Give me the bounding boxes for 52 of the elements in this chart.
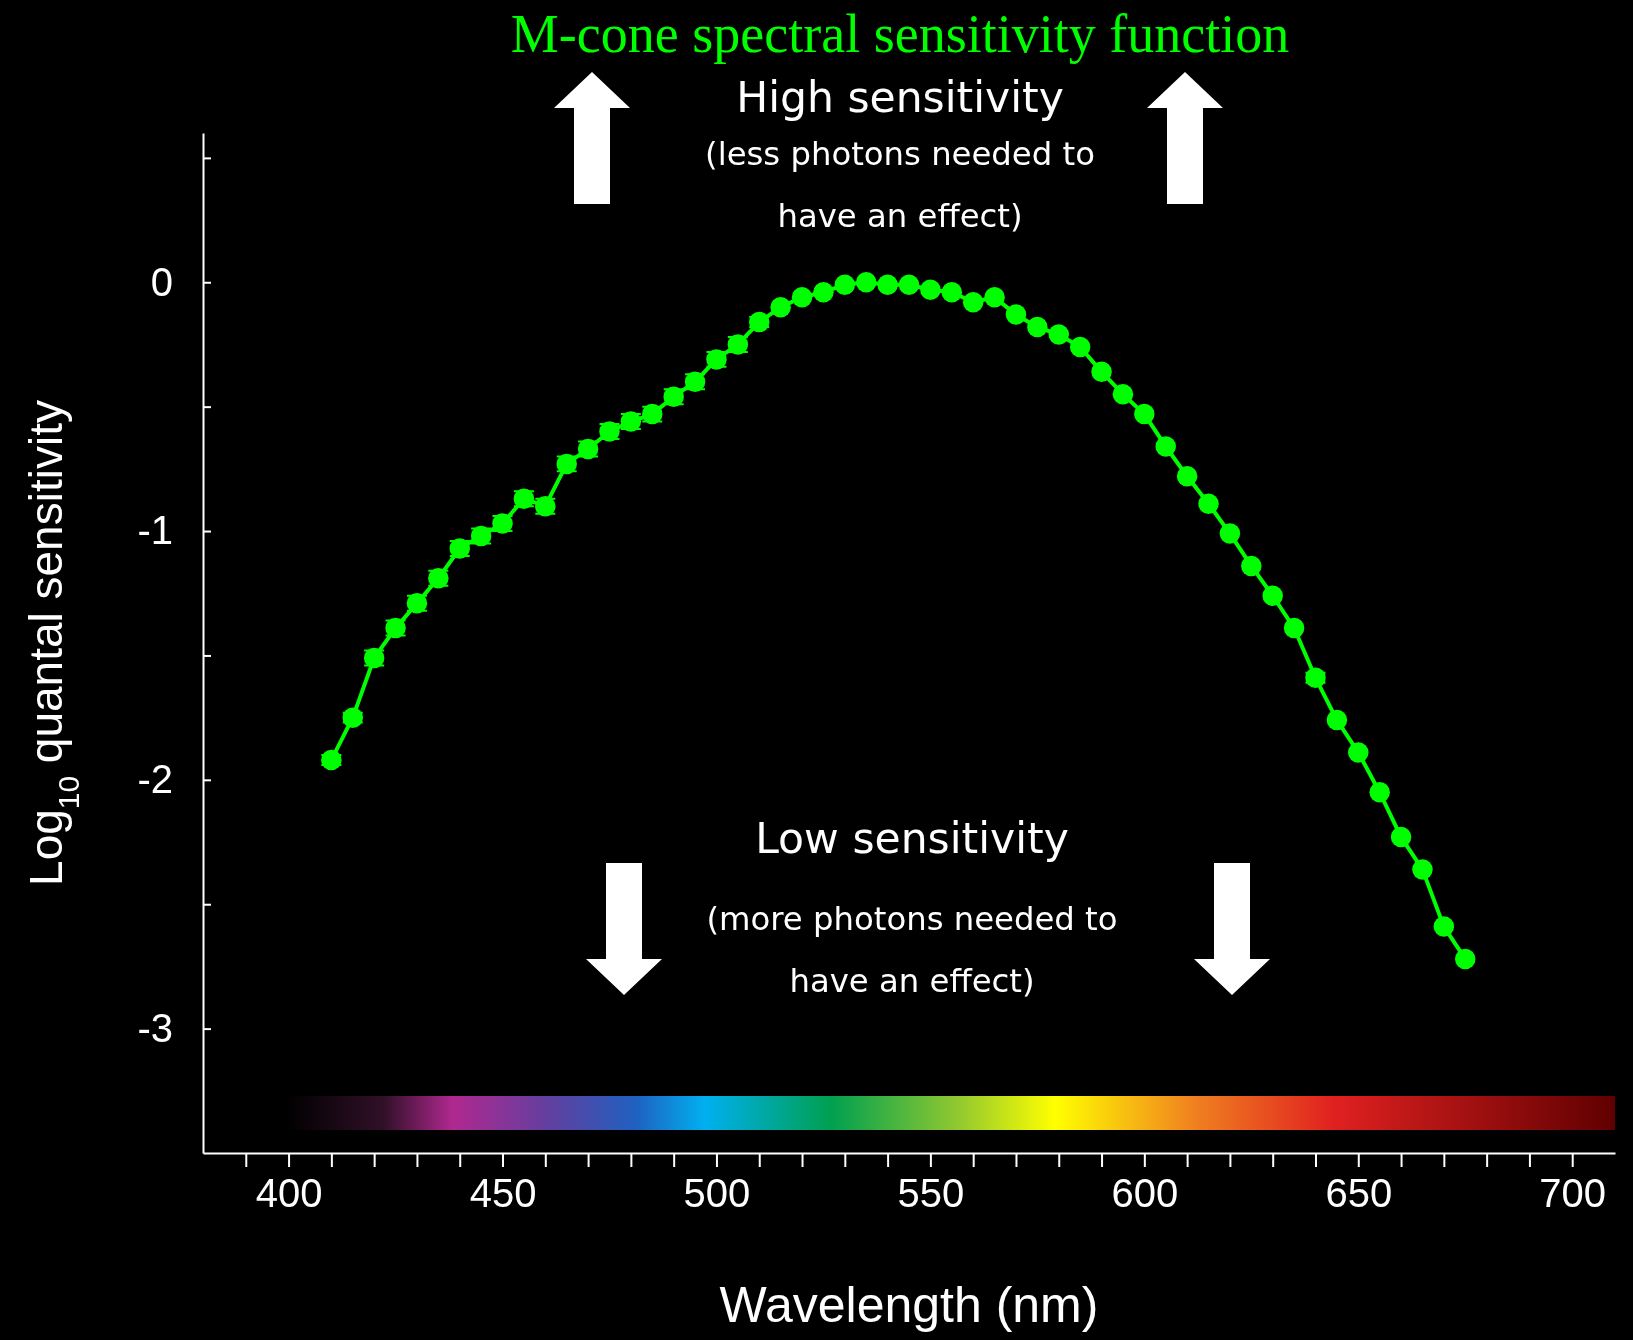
point xyxy=(1048,324,1070,345)
point xyxy=(1262,585,1283,606)
point xyxy=(1198,493,1219,514)
text: High sensitivity xyxy=(736,73,1064,122)
point xyxy=(877,274,898,295)
annotation: Low sensitivity xyxy=(755,814,1069,863)
x-tick-label: 600 xyxy=(1111,1171,1179,1216)
point xyxy=(1155,436,1176,457)
point xyxy=(813,281,834,303)
point xyxy=(770,296,791,318)
annotation: (less photons needed to have an effect) xyxy=(705,135,1095,235)
point xyxy=(1091,361,1112,383)
point xyxy=(1390,826,1412,848)
point xyxy=(855,272,877,293)
point xyxy=(962,291,984,313)
y-tick-label: 0 xyxy=(150,259,173,304)
point xyxy=(1069,336,1091,358)
chart-title: M-cone spectral sensitivity function xyxy=(510,4,1290,64)
point xyxy=(1176,466,1198,487)
point xyxy=(898,274,920,295)
x-tick-label: 450 xyxy=(469,1171,537,1216)
annotation: (more photons needed to have an effect) xyxy=(706,900,1118,1000)
y-tick-label: -3 xyxy=(137,1005,173,1050)
point xyxy=(791,286,813,308)
point xyxy=(941,281,963,303)
x-axis-title: Wavelength (nm) xyxy=(719,1277,1099,1333)
y-tick-label: -2 xyxy=(137,757,173,802)
point xyxy=(1433,916,1455,937)
point xyxy=(1326,709,1348,731)
point xyxy=(748,311,770,333)
point xyxy=(1283,617,1305,639)
point xyxy=(920,279,941,300)
x-tick-label: 700 xyxy=(1539,1171,1607,1216)
x-tick-label: 400 xyxy=(255,1171,323,1216)
point xyxy=(984,286,1005,308)
point xyxy=(1134,403,1155,425)
point xyxy=(1005,304,1027,325)
x-tick-label: 500 xyxy=(683,1171,751,1216)
point xyxy=(1412,859,1433,880)
point xyxy=(321,749,342,771)
point xyxy=(1241,555,1262,577)
y-tick-label: -1 xyxy=(137,508,173,553)
x-tick-label: 550 xyxy=(897,1171,965,1216)
point xyxy=(1305,667,1326,689)
x-tick-label: 650 xyxy=(1325,1171,1393,1216)
point xyxy=(1219,523,1241,544)
point xyxy=(1112,383,1134,405)
point xyxy=(1027,316,1048,338)
point xyxy=(1348,742,1369,763)
point xyxy=(834,274,856,295)
point xyxy=(1369,782,1390,803)
point xyxy=(1454,948,1476,970)
